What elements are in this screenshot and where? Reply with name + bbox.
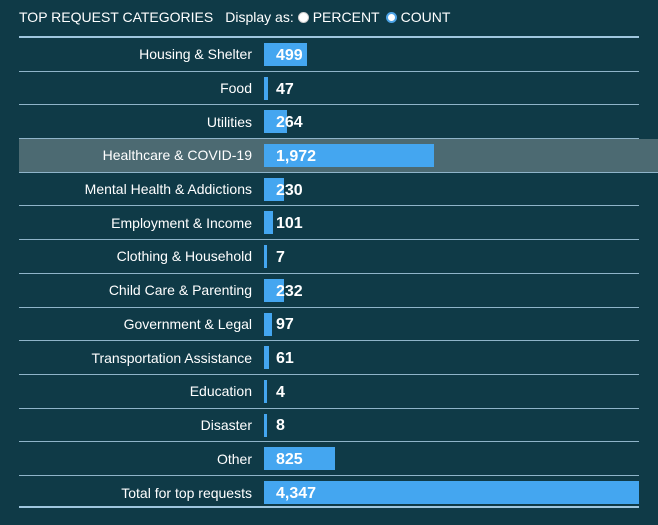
category-bar — [264, 43, 307, 66]
category-label: Clothing & Household — [116, 248, 252, 265]
category-value: 61 — [276, 350, 294, 368]
category-row[interactable]: Education 4 — [19, 375, 639, 409]
category-bar — [264, 278, 284, 302]
category-value: 230 — [276, 181, 303, 199]
category-row[interactable]: Child Care & Parenting 232 — [19, 274, 639, 308]
category-bar — [264, 245, 267, 269]
category-row[interactable]: Healthcare & COVID-19 1,972 — [19, 139, 658, 173]
category-value: 7 — [276, 248, 285, 266]
chart-title: TOP REQUEST CATEGORIES — [19, 9, 214, 25]
category-value: 264 — [276, 114, 303, 132]
category-row[interactable]: Other 825 — [19, 442, 639, 476]
category-label: Healthcare & COVID-19 — [102, 147, 252, 164]
category-value: 232 — [276, 282, 303, 300]
category-row[interactable]: Mental Health & Addictions 230 — [19, 173, 639, 207]
category-value: 8 — [276, 417, 285, 435]
category-label: Disaster — [200, 416, 252, 433]
category-label: Utilities — [206, 113, 252, 130]
category-bar — [264, 447, 335, 471]
category-bar — [264, 144, 434, 168]
percent-option[interactable]: PERCENT — [297, 9, 380, 25]
count-radio[interactable] — [385, 11, 397, 23]
category-row[interactable]: Government & Legal 97 — [19, 308, 639, 342]
category-bar — [264, 76, 268, 100]
category-label: Government & Legal — [123, 315, 252, 332]
category-label: Employment & Income — [111, 214, 252, 231]
category-row[interactable]: Employment & Income 101 — [19, 206, 639, 241]
category-label: Mental Health & Addictions — [84, 181, 252, 198]
category-value: 1,972 — [276, 147, 317, 165]
count-option-label: COUNT — [400, 9, 451, 25]
percent-radio[interactable] — [297, 11, 309, 23]
top-divider — [19, 36, 639, 38]
category-label: Education — [189, 383, 252, 400]
percent-option-label: PERCENT — [312, 9, 380, 25]
display-as-label: Display as: — [225, 9, 294, 25]
category-row[interactable]: Transportation Assistance 61 — [19, 341, 639, 375]
category-label: Total for top requests — [121, 484, 252, 501]
category-row[interactable]: Clothing & Household 7 — [19, 240, 639, 274]
category-row[interactable]: Disaster 8 — [19, 409, 639, 443]
category-row[interactable]: Food 47 — [19, 72, 639, 106]
category-value: 4 — [276, 383, 285, 401]
bottom-divider — [19, 506, 639, 508]
category-row[interactable]: Utilities 264 — [19, 105, 639, 140]
category-list: Housing & Shelter 499 Food 47 Utilities 264 He… — [0, 38, 658, 510]
category-value: 499 — [276, 46, 303, 64]
category-bar — [264, 346, 269, 370]
category-label: Other — [216, 450, 252, 467]
category-bar — [264, 312, 272, 336]
category-label: Food — [220, 80, 252, 97]
category-bar — [264, 211, 273, 235]
chart-header: TOP REQUEST CATEGORIES Display as: PERCE… — [19, 7, 456, 27]
category-label: Housing & Shelter — [139, 46, 252, 63]
category-value: 4,347 — [276, 485, 317, 503]
category-label: Transportation Assistance — [91, 349, 252, 366]
category-value: 97 — [276, 316, 294, 334]
category-bar — [264, 177, 284, 201]
category-bar — [264, 480, 639, 504]
category-bar — [264, 379, 267, 403]
category-bar — [264, 413, 267, 437]
category-row[interactable]: Total for top requests 4,347 — [19, 476, 639, 510]
category-value: 825 — [276, 451, 303, 469]
category-row[interactable]: Housing & Shelter 499 — [19, 38, 639, 72]
category-label: Child Care & Parenting — [108, 282, 252, 299]
category-bar — [264, 110, 287, 134]
category-value: 47 — [276, 80, 294, 98]
count-option[interactable]: COUNT — [385, 9, 451, 25]
category-value: 101 — [276, 215, 303, 233]
